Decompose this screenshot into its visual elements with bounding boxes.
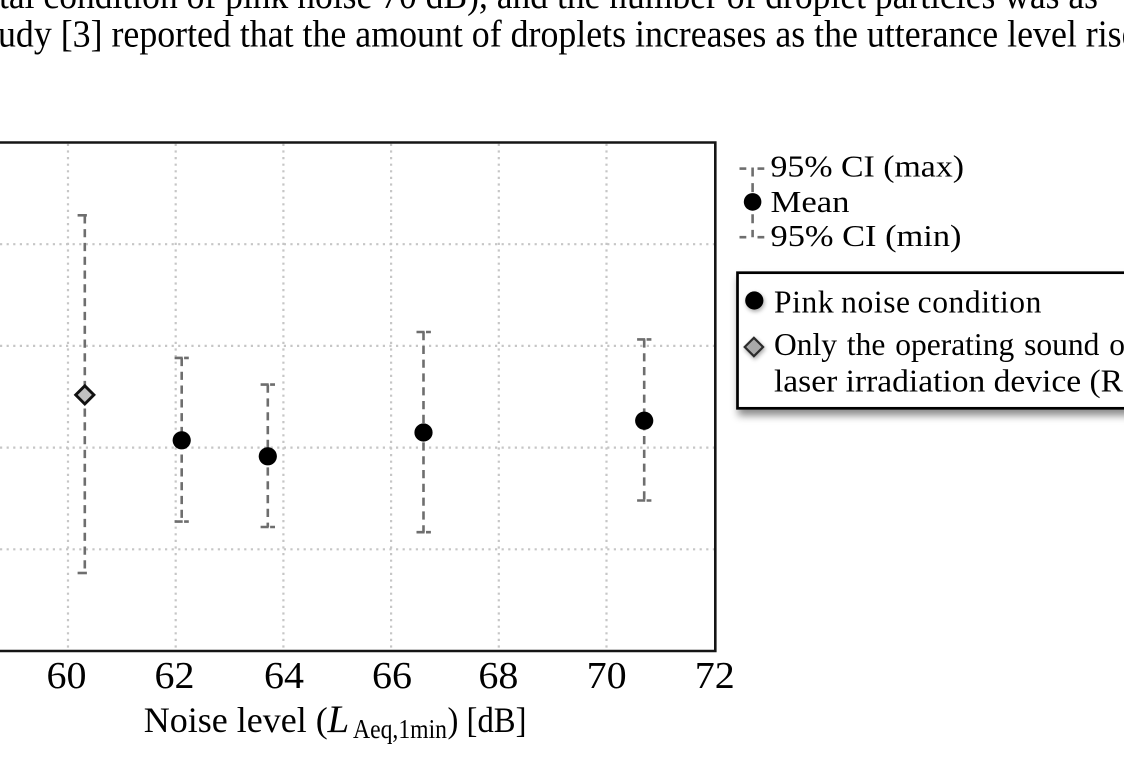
svg-text:L: L bbox=[327, 698, 350, 741]
svg-text:95% CI (max): 95% CI (max) bbox=[771, 149, 965, 184]
svg-text:68: 68 bbox=[478, 655, 518, 697]
svg-text:tal condition of pink noise 70: tal condition of pink noise 70 dB), and … bbox=[0, 0, 1098, 17]
svg-text:Mean: Mean bbox=[771, 184, 851, 219]
svg-text:72: 72 bbox=[695, 655, 735, 697]
svg-text:60: 60 bbox=[47, 655, 87, 697]
svg-text:70: 70 bbox=[587, 655, 627, 697]
svg-text:laser irradiation device (Ref.: laser irradiation device (Ref. [4]) bbox=[774, 364, 1124, 399]
svg-text:udy [3] reported that the amou: udy [3] reported that the amount of drop… bbox=[0, 14, 1124, 56]
svg-text:64: 64 bbox=[264, 655, 304, 697]
svg-text:66: 66 bbox=[372, 655, 412, 697]
svg-text:) [dB]: ) [dB] bbox=[448, 700, 527, 740]
svg-text:Only the operating sound of th: Only the operating sound of the bbox=[774, 327, 1124, 362]
svg-text:Noise level (: Noise level ( bbox=[144, 700, 328, 740]
svg-text:Aeq,1min: Aeq,1min bbox=[353, 713, 447, 744]
svg-text:62: 62 bbox=[155, 655, 195, 697]
svg-text:Pink noise condition: Pink noise condition bbox=[774, 285, 1042, 320]
svg-text:95% CI (min): 95% CI (min) bbox=[771, 218, 962, 253]
